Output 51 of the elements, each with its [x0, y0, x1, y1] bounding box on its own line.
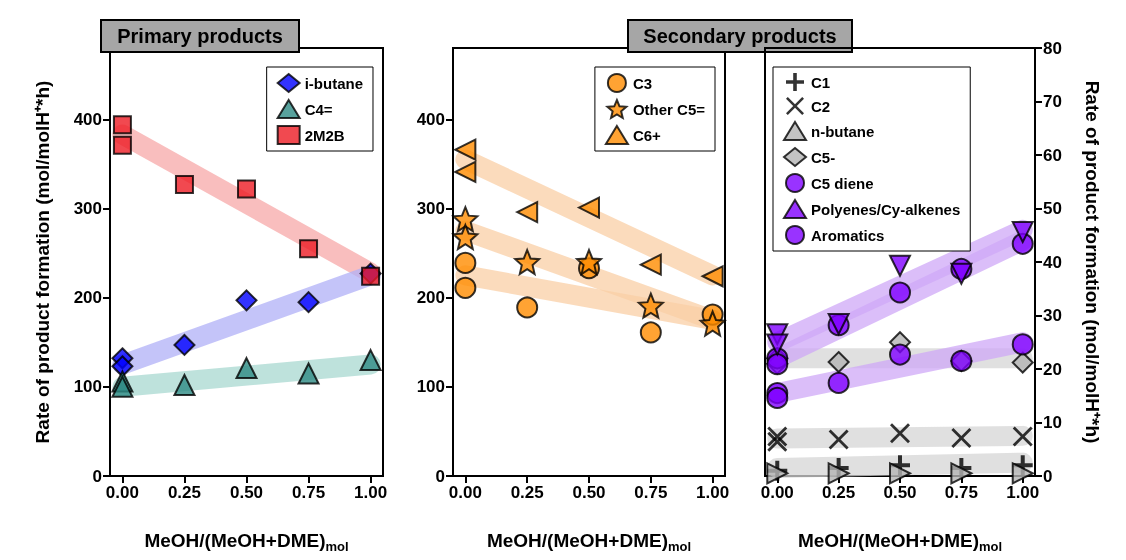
- x-tick-label: 0.25: [167, 483, 201, 502]
- y2-tick-label: 80: [1043, 38, 1062, 58]
- x-tick-label: 0.00: [448, 483, 482, 502]
- y-tick-label: 0: [435, 466, 445, 486]
- legend-label: 2M2B: [304, 126, 345, 144]
- x-tick-label: 1.00: [354, 483, 388, 502]
- chart-title: Secondary products: [643, 25, 837, 47]
- x-tick-label: 1.00: [696, 483, 730, 502]
- x-tick-label: 0.50: [572, 483, 606, 502]
- y-tick-label: 0: [92, 466, 102, 486]
- legend-label: i-butane: [304, 74, 364, 92]
- y2-tick-label: 20: [1043, 359, 1062, 379]
- y-tick-label: 200: [73, 288, 102, 308]
- x-tick-label: 0.00: [760, 483, 794, 502]
- y2-tick-label: 50: [1043, 199, 1062, 218]
- y-tick-label: 300: [416, 199, 445, 218]
- x-tick-label: 0.75: [292, 483, 326, 502]
- x-tick-label: 0.00: [105, 483, 139, 502]
- y-tick-label: 400: [73, 109, 102, 129]
- y2-tick-label: 70: [1043, 92, 1062, 111]
- y2-tick-label: 40: [1043, 252, 1062, 272]
- legend-label: n-butane: [811, 122, 875, 140]
- x-tick-label: 0.50: [229, 483, 264, 502]
- legend-label: Aromatics: [811, 226, 885, 244]
- x-tick-label: 0.75: [634, 483, 668, 502]
- legend-label: C2: [811, 97, 831, 115]
- x-tick-label: 0.75: [944, 483, 978, 502]
- legend-label: C5 diene: [811, 174, 874, 192]
- y-tick-label: 200: [416, 288, 445, 308]
- y-tick-label: 100: [73, 377, 102, 397]
- y-tick-label: 400: [416, 109, 445, 129]
- chart-title: Primary products: [117, 25, 283, 47]
- y-axis-title: Rate of product formation (mol/molH⁺*h): [32, 80, 53, 444]
- legend-label: C3: [632, 74, 653, 92]
- legend-label: C4=: [304, 100, 333, 118]
- legend-label: Polyenes/Cy-alkenes: [811, 200, 961, 218]
- legend-label: C1: [811, 73, 831, 91]
- y2-tick-label: 10: [1043, 413, 1062, 432]
- x-tick-label: 0.25: [510, 483, 544, 502]
- y2-axis-title: Rate of product formation (mol/molH⁺*h): [1082, 80, 1103, 444]
- x-tick-label: 1.00: [1006, 483, 1040, 502]
- y-tick-label: 300: [73, 199, 102, 218]
- legend-label: Other C5=: [632, 100, 706, 118]
- y2-tick-label: 30: [1043, 306, 1062, 325]
- legend-label: C6+: [632, 126, 662, 144]
- y2-tick-label: 60: [1043, 145, 1062, 165]
- x-tick-label: 0.50: [883, 483, 917, 502]
- y2-tick-label: 0: [1043, 466, 1053, 486]
- y-tick-label: 100: [416, 377, 445, 397]
- legend-label: C5-: [811, 148, 836, 166]
- x-tick-label: 0.25: [822, 483, 856, 502]
